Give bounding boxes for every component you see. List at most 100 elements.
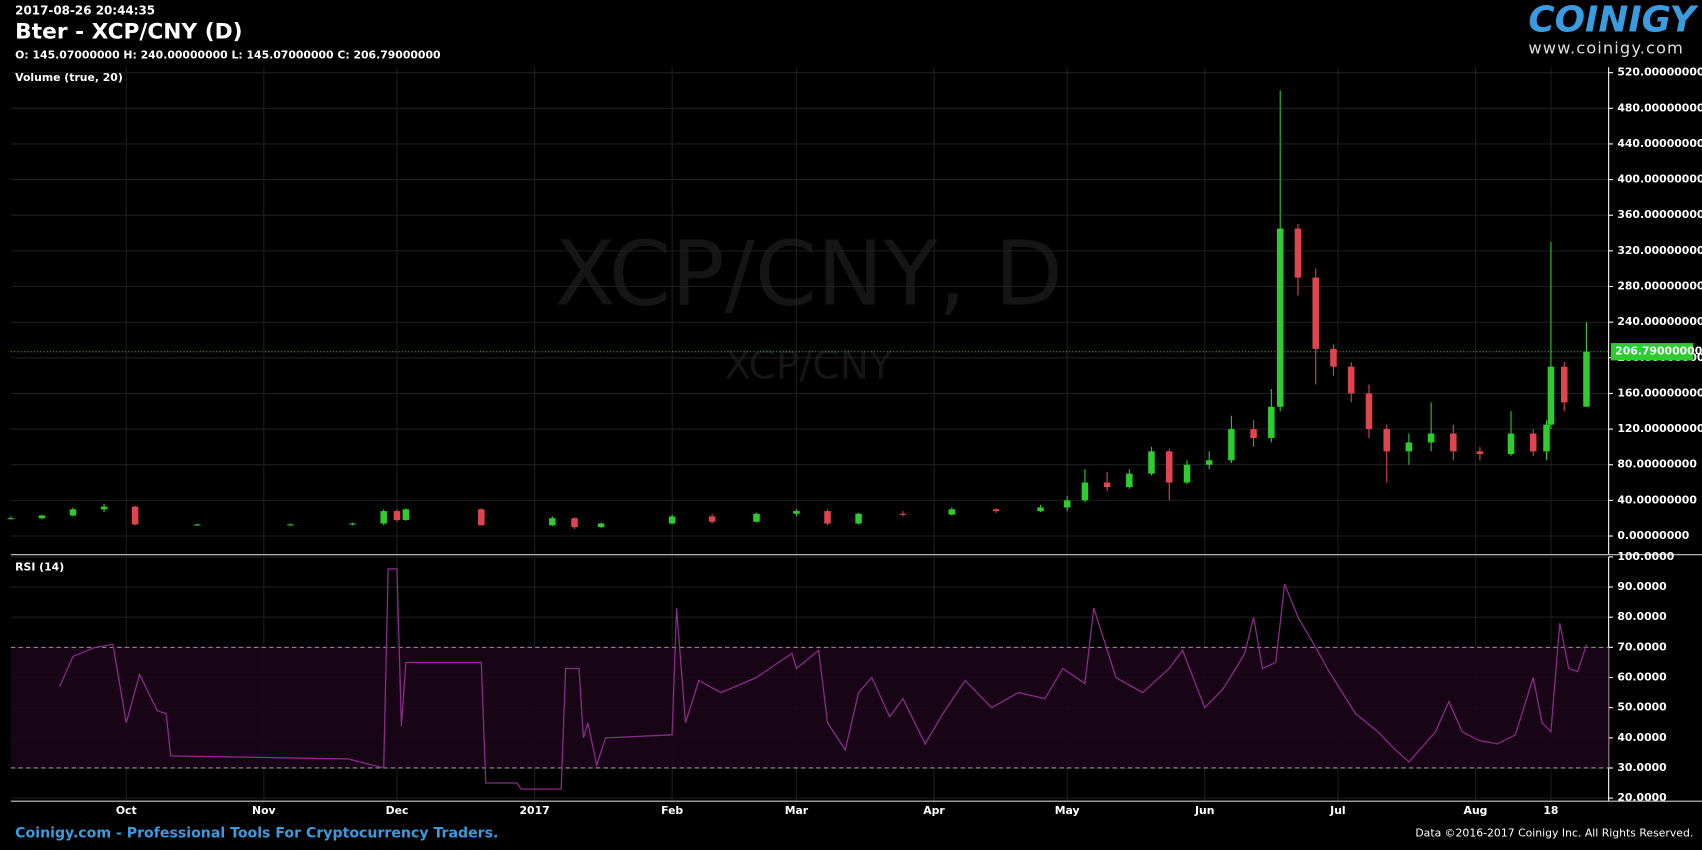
candle-body <box>100 506 108 510</box>
candle-body <box>1330 348 1337 367</box>
watermark: XCP/CNY, D <box>554 221 1062 325</box>
candle-body <box>1561 366 1568 403</box>
timestamp: 2017-08-26 20:44:35 <box>15 3 155 17</box>
y-tick-label: 240.00000000 <box>1617 315 1702 328</box>
candle-body <box>948 509 956 515</box>
y-tick-label: 20.0000 <box>1617 791 1667 804</box>
y-tick-label: 80.00000000 <box>1617 458 1697 471</box>
candle-body <box>131 506 139 525</box>
candle-body <box>1543 424 1550 452</box>
candle-body <box>287 524 294 526</box>
x-tick-label: 18 <box>1543 804 1558 817</box>
footer-left[interactable]: Coinigy.com - Professional Tools For Cry… <box>15 826 498 842</box>
x-tick-label: May <box>1055 804 1080 817</box>
x-tick-label: Mar <box>785 804 809 817</box>
candle-body <box>1205 460 1213 465</box>
candle-body <box>1183 464 1191 483</box>
logo[interactable]: COINIGY <box>1528 0 1698 41</box>
y-tick-label: 100.0000 <box>1617 550 1674 563</box>
candle-body <box>393 511 401 520</box>
logo-url[interactable]: www.coinigy.com <box>1528 38 1684 57</box>
candle-body <box>402 509 410 520</box>
candle-body <box>1063 500 1071 508</box>
x-tick-label: Jul <box>1329 804 1345 817</box>
y-tick-label: 520.00000000 <box>1617 66 1702 79</box>
y-tick-label: 60.0000 <box>1617 671 1667 684</box>
pane-label: Volume (true, 20) <box>15 71 123 84</box>
x-tick-label: Feb <box>661 804 683 817</box>
candle-body <box>1383 429 1390 452</box>
candle-body <box>1294 228 1302 278</box>
rsi-line <box>59 568 1588 790</box>
y-tick-label: 70.0000 <box>1617 640 1667 653</box>
candle-body <box>1276 228 1284 407</box>
candle-body <box>855 513 862 524</box>
y-tick-label: 40.0000 <box>1617 731 1667 744</box>
y-tick-label: 160.00000000 <box>1617 386 1702 399</box>
candle-body <box>824 511 831 524</box>
candle-body <box>1103 482 1111 488</box>
rsi-band <box>10 647 1609 768</box>
candle-body <box>1427 433 1435 443</box>
y-tick-label: 280.00000000 <box>1617 280 1702 293</box>
candle-body <box>1126 473 1133 488</box>
y-tick-label: 120.00000000 <box>1617 422 1702 435</box>
candle-body <box>1507 433 1515 455</box>
y-tick-label: 0.00000000 <box>1617 529 1689 542</box>
candle-body <box>1476 451 1484 455</box>
candle-body <box>793 511 800 514</box>
candle-body <box>7 518 15 520</box>
candle-body <box>1365 393 1373 430</box>
candle-body <box>992 509 1000 512</box>
candle-body <box>1037 507 1044 512</box>
x-tick-label: Oct <box>116 804 137 817</box>
candle-body <box>1148 451 1155 474</box>
candle-body <box>38 515 46 519</box>
candle-body <box>1347 366 1355 394</box>
ohlc: O: 145.07000000 H: 240.00000000 L: 145.0… <box>15 48 441 61</box>
candle-body <box>571 518 578 528</box>
x-tick-label: Apr <box>923 804 945 817</box>
y-tick-label: 360.00000000 <box>1617 208 1702 221</box>
candle-body <box>380 511 387 524</box>
candle-body <box>1312 277 1319 349</box>
candle-body <box>549 518 556 526</box>
candle-body <box>478 509 485 526</box>
y-tick-label: 400.00000000 <box>1617 173 1702 186</box>
y-tick-label: 40.00000000 <box>1617 493 1697 506</box>
candle-body <box>1529 433 1537 452</box>
candle-body <box>753 513 760 522</box>
candle-body <box>899 513 907 515</box>
candle-body <box>1268 406 1275 438</box>
candle-body <box>1166 451 1173 483</box>
x-tick-label: Dec <box>386 804 409 817</box>
candle-body <box>1547 366 1555 425</box>
candle-body <box>708 516 716 522</box>
candle-body <box>1583 351 1590 407</box>
candle-body <box>1228 429 1235 461</box>
y-tick-label: 480.00000000 <box>1617 101 1702 114</box>
candle-body <box>1450 433 1457 452</box>
y-tick-label: 50.0000 <box>1617 701 1667 714</box>
watermark-sub: XCP/CNY <box>725 344 893 389</box>
x-tick-label: 2017 <box>519 804 549 817</box>
candle-body <box>668 516 676 524</box>
y-tick-label: 80.0000 <box>1617 610 1667 623</box>
title: Bter - XCP/CNY (D) <box>15 20 242 45</box>
pane-label: RSI (14) <box>15 561 64 574</box>
y-tick-label: 90.0000 <box>1617 580 1667 593</box>
y-tick-label: 440.00000000 <box>1617 137 1702 150</box>
x-tick-label: Jun <box>1194 804 1214 817</box>
candle-body <box>597 523 605 528</box>
last-price-label: 206.79000000 <box>1615 345 1702 358</box>
candle-body <box>69 509 77 516</box>
y-tick-label: 30.0000 <box>1617 761 1667 774</box>
x-tick-label: Nov <box>252 804 276 817</box>
last-price-box <box>1610 343 1694 361</box>
candle-body <box>194 524 201 526</box>
x-tick-label: Aug <box>1464 804 1488 817</box>
candle-body <box>349 523 356 525</box>
footer-right: Data ©2016-2017 Coinigy Inc. All Rights … <box>1415 827 1693 840</box>
candle-body <box>1081 482 1089 501</box>
